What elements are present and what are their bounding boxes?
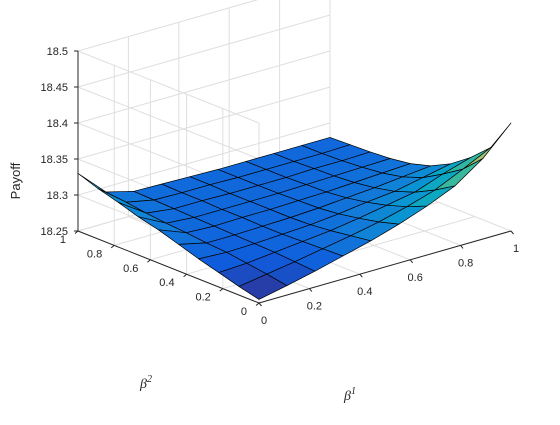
y-tick-mark — [110, 245, 115, 249]
grid-line — [77, 50, 331, 124]
y-tick-mark — [183, 273, 187, 278]
x-tick-mark — [510, 230, 514, 235]
y-tick-label: 0.8 — [87, 248, 102, 260]
surface-layer — [77, 122, 512, 300]
z-axis-label: Payoff — [8, 162, 23, 199]
z-tick-label: 18.25 — [40, 226, 68, 238]
y-axis-label: β2 — [139, 374, 152, 392]
grid-line — [77, 14, 331, 88]
axis-layer — [74, 50, 514, 307]
x-tick-mark — [258, 302, 262, 307]
x-tick-label: 0.4 — [357, 286, 372, 298]
z-tick-label: 18.45 — [40, 82, 68, 94]
y-tick-mark — [219, 288, 224, 292]
label-layer: 00.20.40.60.8100.20.40.60.8118.2518.318.… — [8, 46, 519, 404]
grid-line — [77, 0, 259, 52]
grid-line — [77, 50, 260, 124]
y-tick-mark — [147, 259, 151, 263]
y-tick-label: 0.2 — [196, 292, 211, 304]
grid-line — [77, 122, 331, 196]
z-tick-label: 18.4 — [47, 118, 68, 130]
x-axis-line — [258, 230, 512, 304]
x-tick-label: 0.2 — [307, 301, 322, 313]
y-tick-label: 0 — [241, 306, 247, 318]
y-tick-label: 1 — [60, 234, 66, 246]
x-tick-label: 1 — [513, 243, 519, 255]
grid-line — [77, 86, 260, 160]
x-tick-mark — [309, 288, 313, 292]
z-tick-label: 18.5 — [47, 46, 68, 58]
grid-line — [77, 86, 331, 160]
x-tick-label: 0.6 — [408, 272, 423, 284]
z-tick-label: 18.3 — [47, 190, 68, 202]
y-tick-mark — [255, 302, 260, 306]
x-tick-mark — [359, 273, 363, 278]
surface-cell — [462, 122, 512, 170]
x-axis-label: β1 — [343, 386, 356, 404]
y-tick-label: 0.6 — [123, 263, 138, 275]
x-tick-mark — [409, 259, 414, 264]
x-tick-label: 0.8 — [458, 257, 473, 269]
x-tick-label: 0 — [261, 315, 267, 327]
x-tick-mark — [460, 245, 464, 249]
y-tick-label: 0.4 — [159, 277, 174, 289]
z-tick-label: 18.35 — [40, 154, 68, 166]
y-axis-line — [77, 230, 260, 304]
